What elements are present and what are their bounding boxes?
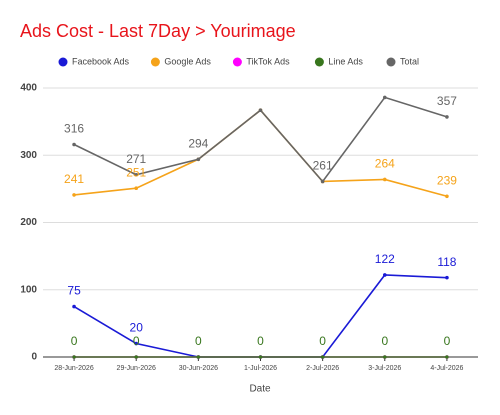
- data-point: [382, 95, 387, 100]
- data-point: [258, 108, 263, 112]
- x-tick-label: 4-Jul-2026: [430, 365, 463, 372]
- x-tick-label: 1-Jul-2026: [244, 365, 277, 372]
- data-point: [258, 355, 263, 359]
- data-label: 294: [188, 136, 208, 150]
- data-label: 0: [444, 334, 451, 348]
- data-point: [445, 115, 449, 119]
- data-label: 20: [130, 321, 144, 335]
- data-label: 241: [64, 172, 84, 186]
- data-point: [382, 273, 387, 277]
- y-tick-label: 0: [31, 352, 37, 363]
- x-tick-label: 29-Jun-2026: [117, 365, 156, 372]
- data-point: [445, 275, 449, 280]
- data-label: 75: [67, 284, 81, 298]
- data-label: 271: [126, 152, 146, 166]
- data-label: 0: [195, 334, 202, 348]
- x-tick-label: 30-Jun-2026: [179, 365, 218, 372]
- data-point: [134, 172, 139, 177]
- legend-label: Facebook Ads: [72, 56, 130, 66]
- y-tick-label: 400: [20, 83, 37, 94]
- legend-swatch: [232, 57, 242, 67]
- data-label: 0: [319, 334, 326, 348]
- data-label: 251: [126, 165, 146, 179]
- data-point: [134, 186, 139, 191]
- legend-label: Google Ads: [164, 56, 211, 66]
- legend-swatch: [314, 57, 324, 67]
- data-point: [320, 179, 325, 184]
- data-label: 316: [64, 122, 84, 136]
- legend-label: Total: [400, 56, 419, 66]
- legend-swatch: [386, 57, 396, 67]
- y-tick-label: 300: [20, 150, 37, 161]
- chart-title: Ads Cost - Last 7Day > Yourimage: [20, 21, 296, 41]
- data-point: [320, 355, 325, 359]
- data-point: [134, 355, 139, 359]
- data-label: 264: [375, 157, 395, 171]
- legend-swatch: [150, 57, 160, 67]
- data-label: 239: [437, 173, 457, 187]
- data-label: 0: [71, 334, 78, 348]
- data-label: 357: [437, 94, 457, 108]
- data-point: [382, 355, 387, 359]
- legend-label: TikTok Ads: [246, 56, 290, 66]
- data-point: [196, 355, 201, 359]
- x-axis-label: Date: [249, 384, 271, 395]
- legend-swatch: [58, 57, 68, 67]
- data-label: 261: [313, 159, 333, 173]
- data-label: 0: [133, 334, 140, 348]
- data-label: 0: [257, 334, 264, 348]
- x-tick-label: 28-Jun-2026: [54, 365, 93, 372]
- data-point: [72, 304, 76, 309]
- data-label: 118: [437, 255, 456, 269]
- data-point: [72, 355, 76, 359]
- data-point: [72, 142, 76, 147]
- data-point: [134, 341, 139, 346]
- data-point: [196, 157, 201, 162]
- data-point: [445, 194, 449, 199]
- data-label: 0: [381, 334, 388, 348]
- data-point: [382, 177, 387, 182]
- y-tick-label: 100: [20, 284, 37, 295]
- data-label: 122: [375, 252, 395, 266]
- data-point: [72, 193, 76, 197]
- data-point: [445, 355, 449, 359]
- legend-label: Line Ads: [328, 56, 363, 66]
- x-tick-label: 2-Jul-2026: [306, 365, 339, 372]
- y-tick-label: 200: [20, 217, 37, 228]
- x-tick-label: 3-Jul-2026: [368, 365, 401, 372]
